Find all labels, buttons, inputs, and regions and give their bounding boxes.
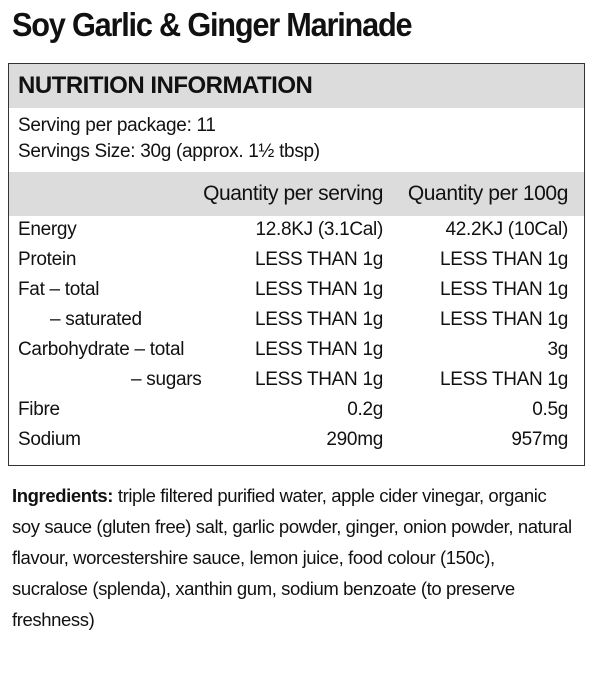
nutrition-header: NUTRITION INFORMATION (9, 64, 584, 108)
table-row: – sugars LESS THAN 1g LESS THAN 1g (9, 369, 584, 399)
per-serving-value: 290mg (326, 429, 383, 450)
row-label: Protein (18, 249, 77, 270)
per-serving-value: 0.2g (347, 399, 383, 420)
per-100g-value: LESS THAN 1g (439, 279, 568, 300)
ingredients-text: triple filtered purified water, apple ci… (12, 485, 572, 630)
serving-per-package: Serving per package: 11 (18, 115, 216, 136)
per-100g-value: 3g (547, 339, 568, 360)
per-100g-value: 42.2KJ (10Cal) (445, 219, 568, 240)
ingredients-label: Ingredients: (12, 485, 114, 506)
table-row: Fibre 0.2g 0.5g (9, 399, 584, 429)
per-100g-value: LESS THAN 1g (439, 249, 568, 270)
product-title: Soy Garlic & Ginger Marinade (12, 6, 413, 43)
row-label: Fat – total (18, 279, 100, 300)
row-label: Carbohydrate – total (18, 339, 185, 360)
row-label: Energy (18, 219, 77, 240)
table-row: Carbohydrate – total LESS THAN 1g 3g (9, 339, 584, 369)
per-100g-value: LESS THAN 1g (439, 309, 568, 330)
table-row: Fat – total LESS THAN 1g LESS THAN 1g (9, 279, 584, 309)
row-label: Sodium (18, 429, 81, 450)
per-serving-value: LESS THAN 1g (254, 279, 383, 300)
per-serving-value: LESS THAN 1g (254, 339, 383, 360)
row-label: Fibre (18, 399, 60, 420)
column-header-per-serving: Quantity per serving (203, 182, 383, 205)
table-row: – saturated LESS THAN 1g LESS THAN 1g (9, 309, 584, 339)
table-row: Energy 12.8KJ (3.1Cal) 42.2KJ (10Cal) (9, 219, 584, 249)
per-100g-value: LESS THAN 1g (439, 369, 568, 390)
per-serving-value: LESS THAN 1g (254, 369, 383, 390)
column-header-band: Quantity per serving Quantity per 100g (9, 172, 584, 216)
row-label: – saturated (50, 309, 142, 330)
serving-size: Servings Size: 30g (approx. 1½ tbsp) (18, 141, 320, 162)
per-serving-value: 12.8KJ (3.1Cal) (255, 219, 383, 240)
column-header-per-100g: Quantity per 100g (407, 182, 569, 205)
per-100g-value: 0.5g (532, 399, 568, 420)
nutrition-panel: NUTRITION INFORMATION Serving per packag… (8, 63, 585, 466)
row-label: – sugars (131, 369, 202, 390)
ingredients-paragraph: Ingredients: triple filtered purified wa… (12, 480, 572, 635)
per-serving-value: LESS THAN 1g (254, 249, 383, 270)
per-serving-value: LESS THAN 1g (254, 309, 383, 330)
table-row: Protein LESS THAN 1g LESS THAN 1g (9, 249, 584, 279)
per-100g-value: 957mg (511, 429, 568, 450)
table-row: Sodium 290mg 957mg (9, 429, 584, 459)
